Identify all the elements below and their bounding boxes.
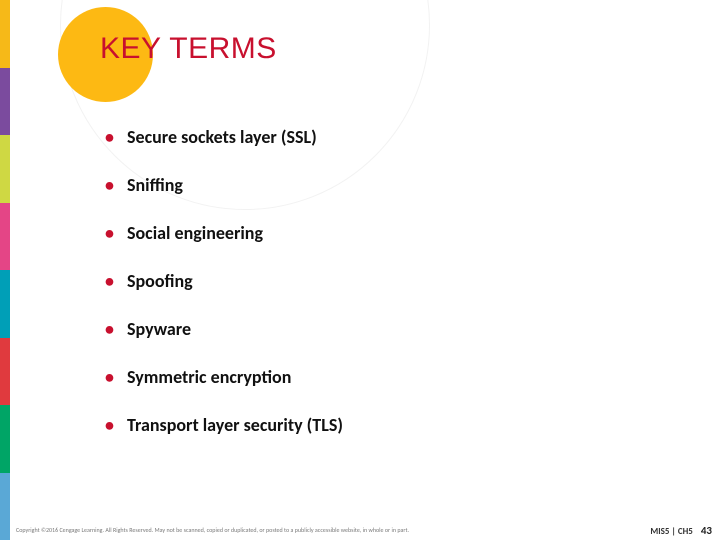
left-stripe-bar [0,0,10,540]
page-number: 43 [701,524,712,537]
list-item: Symmetric encryption [105,366,665,388]
stripe [0,135,10,203]
copyright-text: Copyright ©2016 Cengage Learning. All Ri… [16,526,409,534]
key-terms-list: Secure sockets layer (SSL) Sniffing Soci… [105,126,665,462]
list-item: Spoofing [105,270,665,292]
chapter-label: MIS5 | CH5 [650,526,692,537]
list-item: Sniffing [105,174,665,196]
slide-title: KEY TERMS [100,32,277,66]
stripe [0,270,10,338]
stripe [0,473,10,540]
stripe [0,0,10,68]
list-item: Secure sockets layer (SSL) [105,126,665,148]
stripe [0,405,10,473]
list-item: Social engineering [105,222,665,244]
list-item: Spyware [105,318,665,340]
stripe [0,203,10,271]
footer-right: MIS5 | CH5 43 [650,524,712,537]
stripe [0,338,10,406]
list-item: Transport layer security (TLS) [105,414,665,436]
slide-footer: Copyright ©2016 Cengage Learning. All Ri… [10,522,720,540]
stripe [0,68,10,136]
